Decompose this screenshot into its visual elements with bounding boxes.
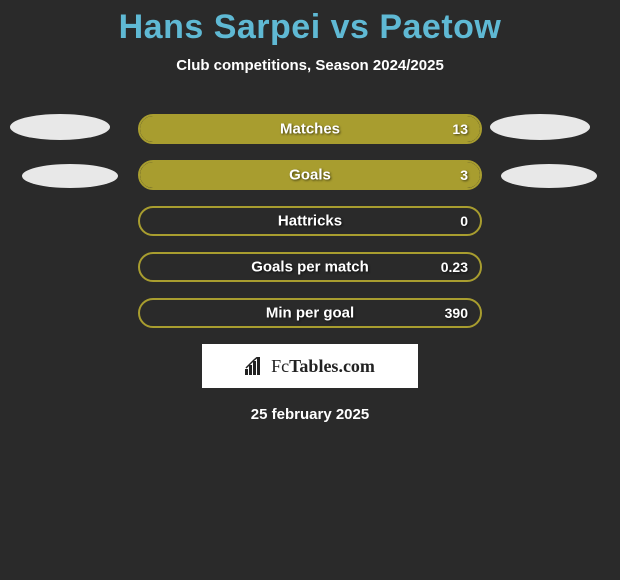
stat-bar: Goals 3: [138, 160, 482, 190]
stat-value: 390: [445, 305, 468, 321]
stat-row: Goals 3: [0, 160, 620, 190]
stat-label: Goals: [289, 167, 331, 184]
stat-row: Matches 13: [0, 114, 620, 144]
stat-label: Min per goal: [266, 305, 354, 322]
fctables-logo: FcTables.com: [202, 344, 418, 388]
stat-row: Goals per match 0.23: [0, 252, 620, 282]
subtitle: Club competitions, Season 2024/2025: [0, 57, 620, 74]
logo-prefix: Fc: [271, 356, 289, 376]
comparison-panel: Matches 13 Goals 3 Hattricks 0 Goals per match…: [0, 114, 620, 328]
stat-value: 13: [452, 121, 468, 137]
stat-bar: Min per goal 390: [138, 298, 482, 328]
logo-suffix: Tables.com: [289, 356, 375, 376]
stat-row: Min per goal 390: [0, 298, 620, 328]
stat-bar: Hattricks 0: [138, 206, 482, 236]
stat-row: Hattricks 0: [0, 206, 620, 236]
stat-bar: Matches 13: [138, 114, 482, 144]
stat-label: Goals per match: [251, 259, 369, 276]
stat-value: 0: [460, 213, 468, 229]
stat-label: Matches: [280, 121, 340, 138]
stat-value: 0.23: [441, 259, 468, 275]
stat-value: 3: [460, 167, 468, 183]
date-text: 25 february 2025: [0, 406, 620, 423]
page-title: Hans Sarpei vs Paetow: [0, 0, 620, 47]
stat-label: Hattricks: [278, 213, 342, 230]
stat-bar: Goals per match 0.23: [138, 252, 482, 282]
chart-bars-icon: [245, 357, 267, 375]
